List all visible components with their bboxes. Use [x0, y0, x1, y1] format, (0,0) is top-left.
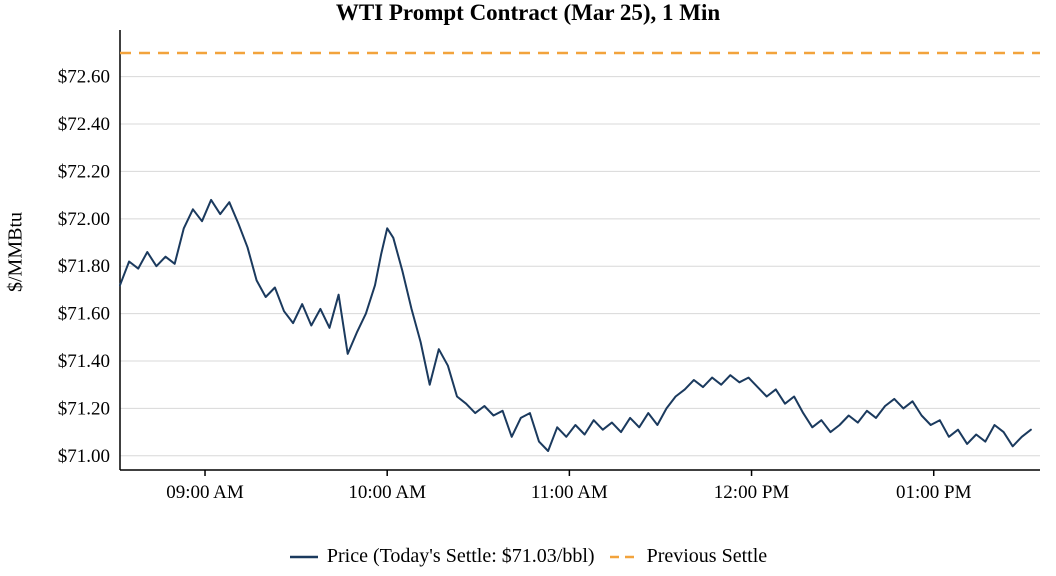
svg-text:11:00 AM: 11:00 AM	[531, 482, 608, 503]
legend-previous-settle-label: Previous Settle	[646, 545, 768, 567]
svg-text:01:00 PM: 01:00 PM	[896, 482, 972, 503]
svg-text:$72.60: $72.60	[58, 67, 110, 88]
legend-item-previous-settle: Previous Settle	[609, 545, 768, 568]
svg-text:09:00 AM: 09:00 AM	[166, 482, 244, 503]
svg-text:$71.20: $71.20	[58, 398, 110, 419]
svg-text:$72.40: $72.40	[58, 114, 110, 135]
y-axis-label: $/MMBtu	[4, 211, 27, 293]
svg-text:10:00 AM: 10:00 AM	[348, 482, 426, 503]
svg-text:$72.00: $72.00	[58, 209, 110, 230]
chart-title: WTI Prompt Contract (Mar 25), 1 Min	[335, 0, 721, 25]
price-line-swatch	[289, 555, 318, 558]
svg-text:$71.40: $71.40	[58, 351, 110, 372]
svg-text:$71.00: $71.00	[58, 446, 110, 467]
svg-text:$71.60: $71.60	[58, 304, 110, 325]
previous-settle-swatch	[609, 555, 638, 558]
svg-text:12:00 PM: 12:00 PM	[714, 482, 790, 503]
legend: Price (Today's Settle: $71.03/bbl) Previ…	[0, 545, 1056, 568]
legend-item-price: Price (Today's Settle: $71.03/bbl)	[289, 545, 595, 568]
svg-text:$72.20: $72.20	[58, 161, 110, 182]
legend-price-label: Price (Today's Settle: $71.03/bbl)	[326, 545, 595, 567]
svg-text:$71.80: $71.80	[58, 256, 110, 277]
